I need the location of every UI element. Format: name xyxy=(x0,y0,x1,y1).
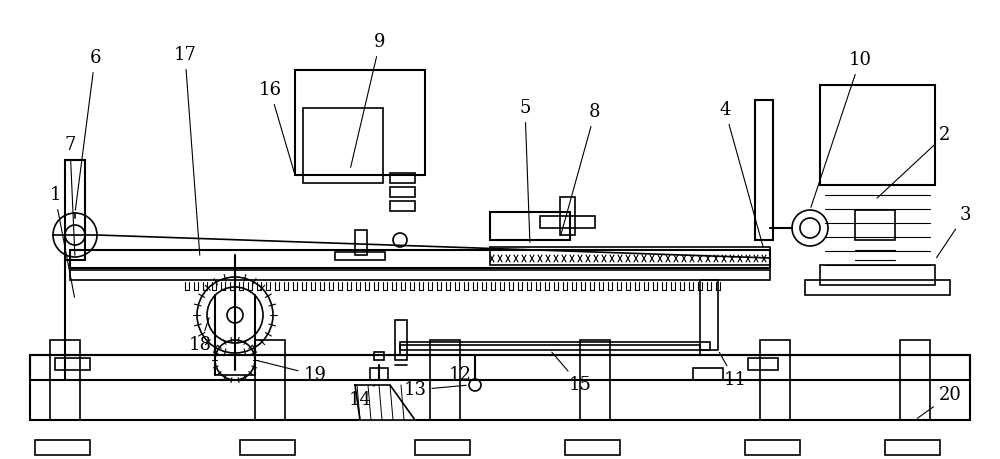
Text: 16: 16 xyxy=(259,81,294,172)
Text: 4: 4 xyxy=(719,101,763,247)
Bar xyxy=(745,440,800,455)
Bar xyxy=(70,250,770,268)
Bar xyxy=(55,358,90,370)
Bar xyxy=(240,440,295,455)
Text: 9: 9 xyxy=(351,33,386,167)
Bar xyxy=(400,345,700,355)
Text: 19: 19 xyxy=(258,361,327,384)
Text: 13: 13 xyxy=(404,381,466,399)
Bar xyxy=(65,160,85,260)
Text: 7: 7 xyxy=(64,136,76,255)
Polygon shape xyxy=(355,385,415,420)
Bar xyxy=(395,320,407,360)
Bar xyxy=(374,352,384,360)
Bar xyxy=(540,216,595,228)
Bar xyxy=(30,355,970,380)
Bar xyxy=(885,440,940,455)
Bar xyxy=(390,187,415,197)
Bar xyxy=(855,210,895,240)
Bar xyxy=(370,368,388,380)
Text: 14: 14 xyxy=(349,385,375,409)
Bar xyxy=(820,265,935,285)
Bar xyxy=(303,108,383,183)
Text: 17: 17 xyxy=(174,46,200,255)
Text: 5: 5 xyxy=(519,99,531,242)
Text: 18: 18 xyxy=(189,318,212,354)
Text: 6: 6 xyxy=(75,49,101,210)
Bar xyxy=(580,340,610,420)
Text: 3: 3 xyxy=(937,206,971,257)
Bar xyxy=(70,270,770,280)
Bar xyxy=(400,342,710,350)
Bar xyxy=(693,368,723,380)
Bar xyxy=(565,440,620,455)
Text: 15: 15 xyxy=(552,352,591,394)
Bar xyxy=(255,340,285,420)
Bar xyxy=(755,100,773,240)
Bar xyxy=(760,340,790,420)
Bar xyxy=(490,247,770,265)
Bar xyxy=(30,355,970,420)
Text: 20: 20 xyxy=(917,386,961,419)
Bar xyxy=(295,70,425,175)
Circle shape xyxy=(227,307,243,323)
Bar xyxy=(805,280,950,295)
Bar xyxy=(748,358,778,370)
Bar xyxy=(900,340,930,420)
Bar xyxy=(390,173,415,183)
Bar xyxy=(335,252,385,260)
Bar xyxy=(820,85,935,185)
Text: 8: 8 xyxy=(561,103,601,235)
Text: 10: 10 xyxy=(811,51,872,207)
Bar xyxy=(415,440,470,455)
Bar xyxy=(560,197,575,235)
Text: 11: 11 xyxy=(719,353,746,389)
Bar xyxy=(390,201,415,211)
Bar xyxy=(430,340,460,420)
Bar xyxy=(490,212,570,240)
Bar xyxy=(35,440,90,455)
Bar xyxy=(355,230,367,255)
Text: 1: 1 xyxy=(49,186,74,297)
Bar xyxy=(700,280,718,350)
Text: 2: 2 xyxy=(877,126,951,198)
Text: 12: 12 xyxy=(449,358,471,384)
Bar xyxy=(50,340,80,420)
